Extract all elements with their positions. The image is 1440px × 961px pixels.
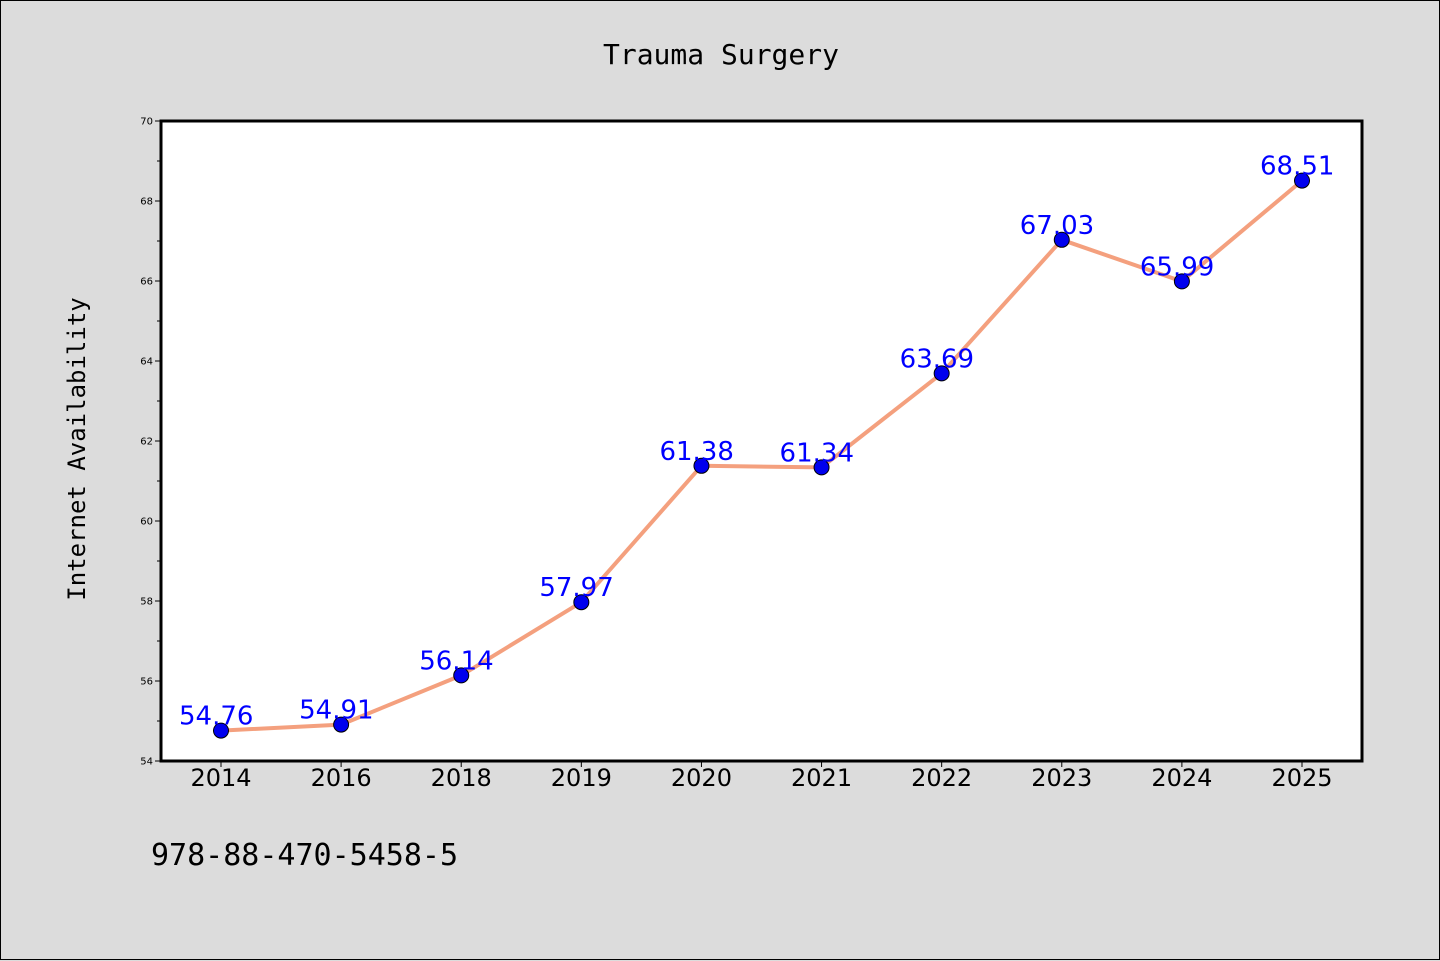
data-labels: 54.76 54.91 56.14 57.97 61.38 61.34 63.69 67.03… [179,152,1334,732]
chart-title: Trauma Surgery [603,38,839,71]
x-tick-label: 2018 [431,764,492,792]
y-tick-label: 64 [140,357,153,368]
data-point [1053,231,1070,248]
plot-area [161,121,1362,761]
data-point [1294,172,1310,189]
data-point [1173,273,1190,290]
x-tick-label: 2021 [791,764,852,792]
data-label: 61.34 [780,438,854,468]
data-label: 68.51 [1260,152,1334,182]
x-tick-label: 2020 [671,764,732,792]
y-tick-label: 54 [140,757,153,768]
data-label: 61.38 [659,437,733,467]
y-tick-label: 58 [140,597,153,608]
x-tick-label: 2024 [1151,764,1212,792]
x-tick-label: 2022 [911,764,972,792]
data-point [573,594,590,611]
data-label: 54.91 [299,696,373,726]
y-axis-label: Internet Availability [63,297,91,600]
data-point [693,457,710,474]
data-point [933,365,950,382]
plot-border [159,119,1364,763]
data-label: 57.97 [539,573,613,603]
y-tick-label: 66 [140,277,153,288]
data-point [333,716,350,733]
x-tick-label: 2014 [190,764,251,792]
y-axis: 54 56 58 60 62 64 66 68 70 [140,117,161,768]
data-label: 67.03 [1020,211,1094,241]
x-tick-label: 2023 [1031,764,1092,792]
data-label: 63.69 [900,344,974,374]
series [213,172,1310,739]
annotation-text: 978-88-470-5458-5 [151,838,458,873]
x-axis: 2014 2016 2018 2019 2020 2021 2022 2023 2024 2025 [190,761,1333,792]
y-tick-label: 62 [140,437,153,448]
x-tick-label: 2025 [1271,764,1332,792]
y-tick-label: 70 [140,117,153,128]
data-label: 56.14 [419,646,493,676]
x-tick-label: 2016 [311,764,372,792]
data-label: 54.76 [179,702,253,732]
data-label: 65.99 [1140,252,1214,282]
data-point [453,667,470,684]
series-line [219,178,1304,733]
y-tick-label: 60 [140,517,153,528]
data-point [213,722,229,739]
data-point [813,459,830,476]
y-tick-label: 56 [140,677,153,688]
y-tick-label: 68 [140,197,153,208]
x-tick-label: 2019 [551,764,612,792]
